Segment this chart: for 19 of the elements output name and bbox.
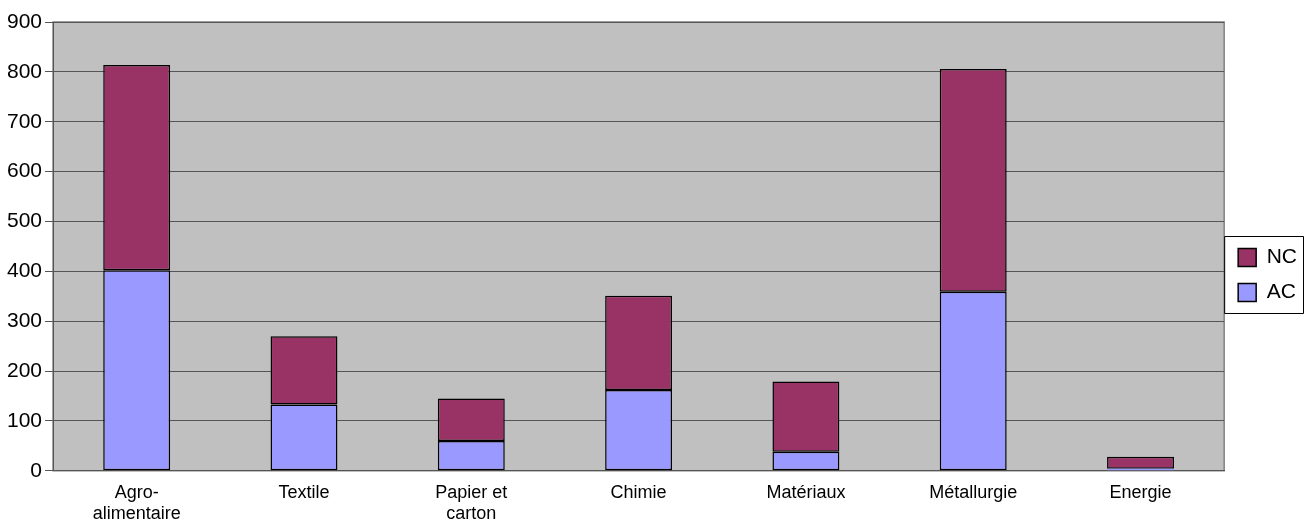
y-tick-label: 900 [6,8,43,32]
y-tick-label: 200 [6,357,43,381]
x-tick-label: Agro-alimentaire [92,481,181,524]
y-tick-label: 0 [30,457,43,481]
x-tick-label: Papier et carton [435,481,508,524]
x-tick-label: Métallurgie [929,481,1018,502]
legend-label: AC [1266,279,1296,303]
x-tick-label: Textile [278,481,330,502]
x-tick-label: Chimie [610,481,667,502]
legend-label: NC [1266,244,1298,268]
y-tick-label: 100 [6,407,43,431]
y-tick-label: 700 [6,108,43,132]
x-tick-label: Matériaux [766,481,846,502]
y-tick-label: 800 [6,58,43,82]
y-tick-label: 500 [6,208,43,232]
x-tick-label: Energie [1109,481,1172,502]
y-tick-label: 600 [6,158,43,182]
y-tick-label: 400 [6,258,43,282]
y-tick-label: 300 [6,308,43,331]
